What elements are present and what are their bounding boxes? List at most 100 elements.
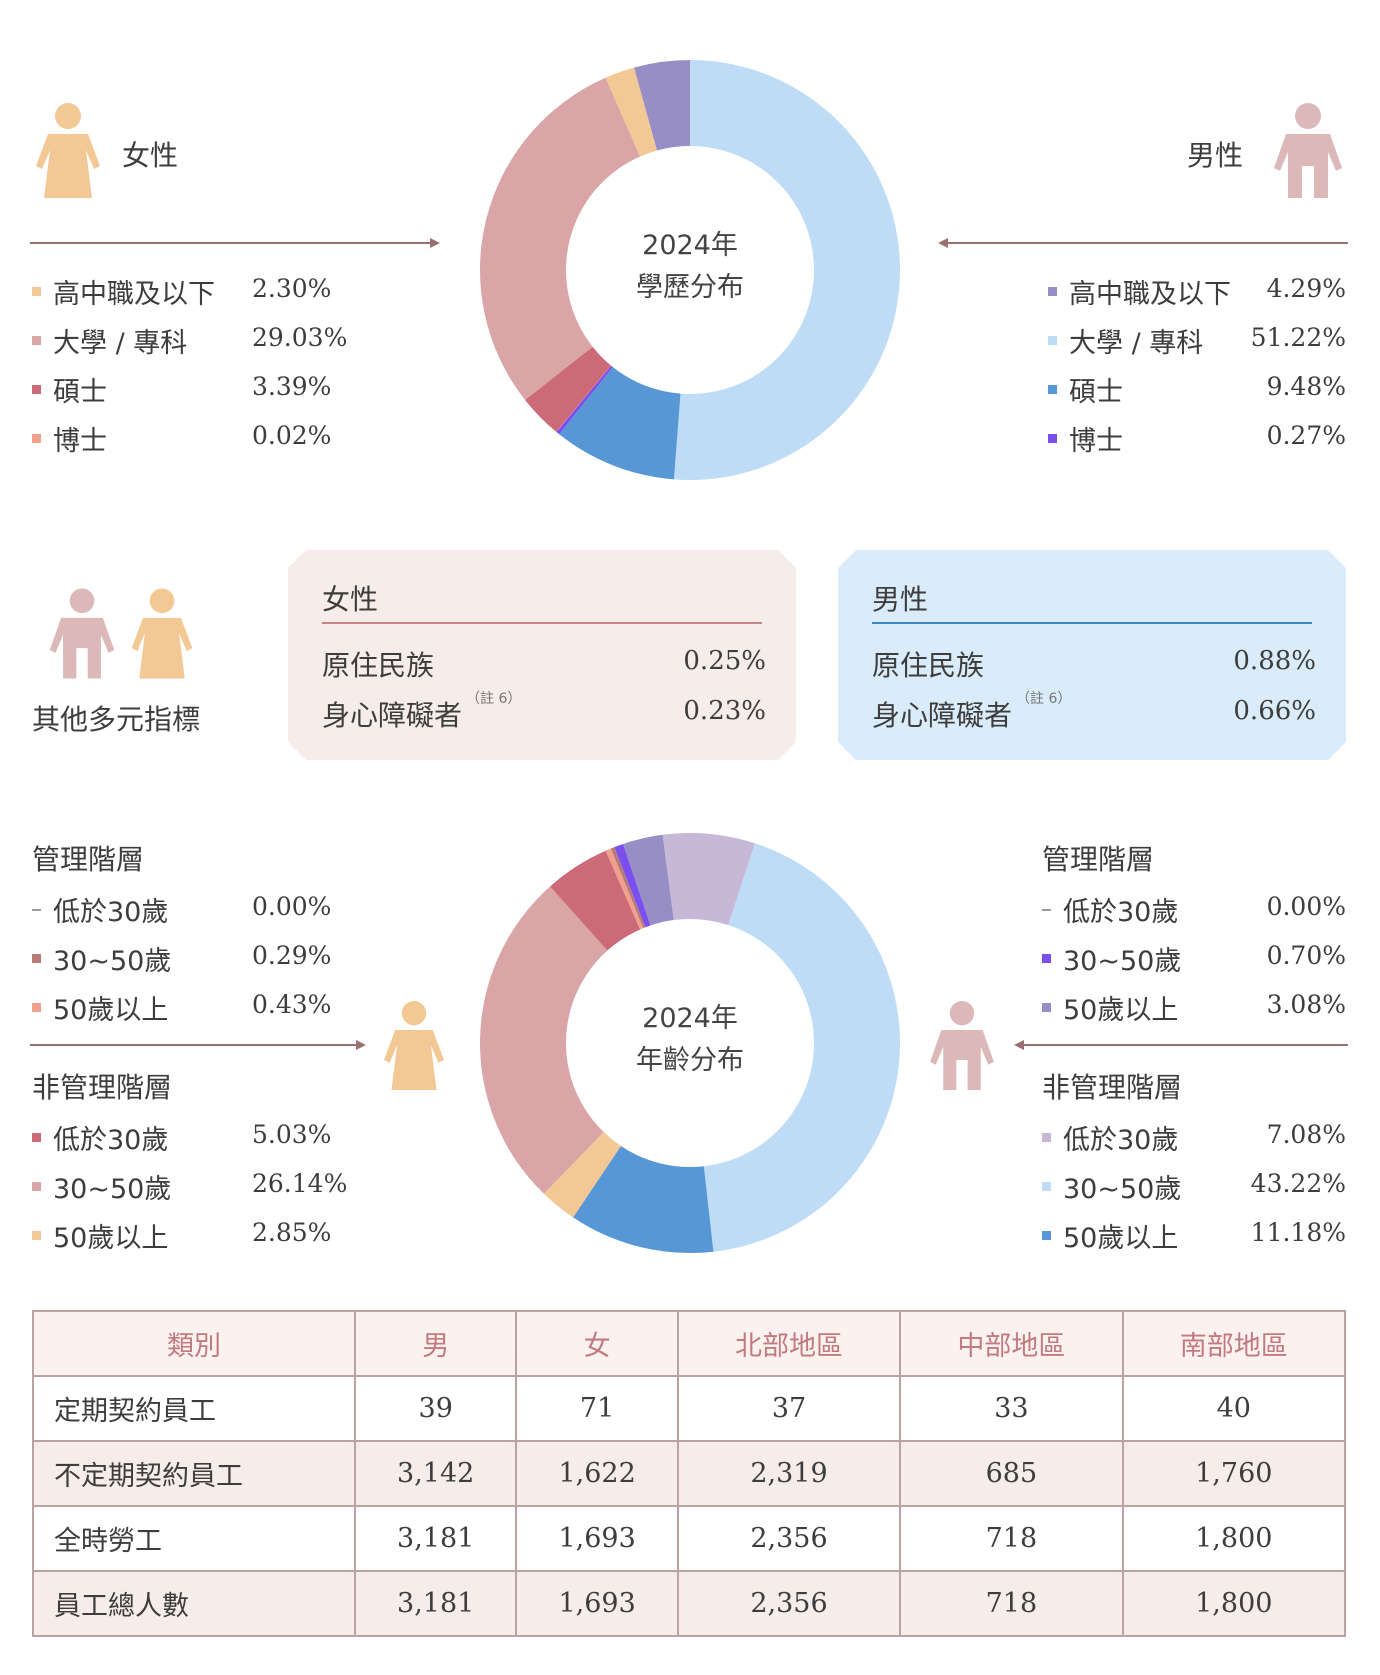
table-cell: 3,142 [353, 1440, 518, 1507]
legend-item: 50歲以上 [32, 988, 168, 1027]
legend-label: 低於30歲 [1063, 1125, 1179, 1156]
legend-item: 碩士 [1048, 370, 1123, 409]
legend-value: 51.22% [1250, 323, 1346, 352]
donut-slice [614, 843, 651, 928]
education-male-title: 男性 [1187, 139, 1244, 172]
legend-swatch [32, 908, 41, 911]
legend-swatch [1042, 1182, 1051, 1191]
age-male-arrow [1014, 1040, 1348, 1050]
table-cell: 3,181 [353, 1570, 518, 1637]
age-center-year: 2024年 [642, 1003, 738, 1034]
legend-item: 50歲以上 [1042, 988, 1178, 1027]
legend-swatch [1048, 287, 1057, 296]
legend-label: 50歲以上 [1063, 995, 1179, 1026]
legend-label: 博士 [53, 426, 107, 457]
table-cell: 1,760 [1121, 1440, 1347, 1507]
legend-label: 博士 [1069, 426, 1123, 457]
female-person-icon [36, 103, 100, 198]
age-male-non-title: 非管理階層 [1042, 1071, 1183, 1104]
legend-swatch [1048, 385, 1057, 394]
female-person-icon [131, 588, 193, 679]
card-background [288, 550, 796, 760]
legend-item: 大學 / 專科 [1048, 321, 1203, 360]
table-cell: 685 [899, 1440, 1124, 1507]
table-cell: 39 [353, 1375, 518, 1442]
legend-item: 碩士 [32, 370, 107, 409]
table-cell: 不定期契約員工 [32, 1440, 356, 1507]
row-label-text: 原住民族 [322, 649, 435, 682]
table-header: 女 [515, 1310, 679, 1377]
donut-slice [673, 60, 901, 481]
table-header: 南部地區 [1121, 1310, 1347, 1377]
legend-item: 低於30歲 [32, 1118, 168, 1157]
legend-item: 30~50歲 [32, 1167, 171, 1206]
donut-slice [556, 365, 613, 435]
table-cell: 40 [1121, 1375, 1347, 1442]
age-donut-chart: 2024年 年齡分布 [479, 833, 900, 1253]
age-female-mgr-title: 管理階層 [32, 843, 145, 876]
legend-item: 30~50歲 [1042, 939, 1181, 978]
footnote-ref: （註 6） [1016, 690, 1072, 707]
legend-swatch [1042, 908, 1051, 911]
table-cell: 2,319 [676, 1440, 902, 1507]
legend-label: 50歲以上 [53, 995, 169, 1026]
table-cell: 1,800 [1121, 1570, 1347, 1637]
donut-slice [605, 848, 644, 930]
legend-value: 0.00% [1266, 892, 1346, 921]
table-cell: 定期契約員工 [32, 1375, 356, 1442]
legend-item: 50歲以上 [32, 1216, 168, 1255]
legend-value: 0.27% [1266, 421, 1346, 450]
card-row-label: 原住民族 [872, 644, 984, 684]
legend-swatch [1042, 1231, 1051, 1240]
card-row-label: 原住民族 [322, 644, 434, 684]
age-female-non-title: 非管理階層 [32, 1071, 173, 1104]
legend-swatch [32, 385, 41, 394]
education-center-year: 2024年 [642, 230, 738, 261]
legend-swatch [32, 434, 41, 443]
diversity-female-card: 女性 原住民族 0.25% 身心障礙者（註 6） 0.23% [288, 550, 796, 760]
legend-item: 博士 [32, 419, 107, 458]
donut-slice [543, 1132, 621, 1218]
legend-label: 大學 / 專科 [1069, 328, 1204, 359]
diversity-male-card: 男性 原住民族 0.88% 身心障礙者（註 6） 0.66% [838, 550, 1346, 760]
education-donut-chart: 2024年 學歷分布 [480, 60, 901, 481]
legend-swatch [32, 1231, 41, 1240]
legend-value: 4.29% [1266, 274, 1346, 303]
card-background [838, 550, 1346, 760]
table-cell: 718 [899, 1570, 1124, 1637]
legend-value: 0.70% [1266, 941, 1346, 970]
legend-swatch [1042, 1003, 1051, 1012]
legend-swatch [32, 1182, 41, 1191]
legend-value: 29.03% [252, 323, 348, 352]
donut-slice [610, 847, 646, 929]
legend-item: 低於30歲 [1042, 1118, 1178, 1157]
legend-label: 高中職及以下 [1069, 279, 1231, 310]
legend-value: 9.48% [1266, 372, 1346, 401]
education-center-title: 學歷分布 [636, 272, 744, 303]
legend-value: 3.08% [1266, 990, 1346, 1019]
legend-label: 高中職及以下 [53, 279, 215, 310]
row-label-text: 身心障礙者 [872, 699, 1013, 732]
table-cell: 2,356 [676, 1570, 902, 1637]
legend-label: 碩士 [1069, 377, 1123, 408]
table-header-row: 類別 男 女 北部地區 中部地區 南部地區 [32, 1310, 1347, 1377]
legend-value: 0.02% [252, 421, 332, 450]
table-row: 全時勞工 3,181 1,693 2,356 718 1,800 [32, 1505, 1347, 1572]
legend-label: 大學 / 專科 [53, 328, 188, 359]
table-row: 定期契約員工 39 71 37 33 40 [32, 1375, 1347, 1442]
legend-value: 0.29% [252, 941, 332, 970]
donut-slice [480, 77, 641, 400]
table-cell: 1,622 [515, 1440, 679, 1507]
legend-label: 低於30歲 [53, 897, 169, 928]
table-header: 北部地區 [676, 1310, 902, 1377]
table-header: 男 [353, 1310, 518, 1377]
table-cell: 1,800 [1121, 1505, 1347, 1572]
age-male-mgr-title: 管理階層 [1042, 843, 1155, 876]
male-person-icon [930, 1000, 994, 1090]
donut-slice [662, 833, 755, 926]
donut-slice [556, 365, 612, 433]
table-cell: 1,693 [515, 1505, 679, 1572]
table-cell: 718 [899, 1505, 1124, 1572]
legend-item: 30~50歲 [1042, 1167, 1181, 1206]
donut-slice [623, 834, 674, 926]
